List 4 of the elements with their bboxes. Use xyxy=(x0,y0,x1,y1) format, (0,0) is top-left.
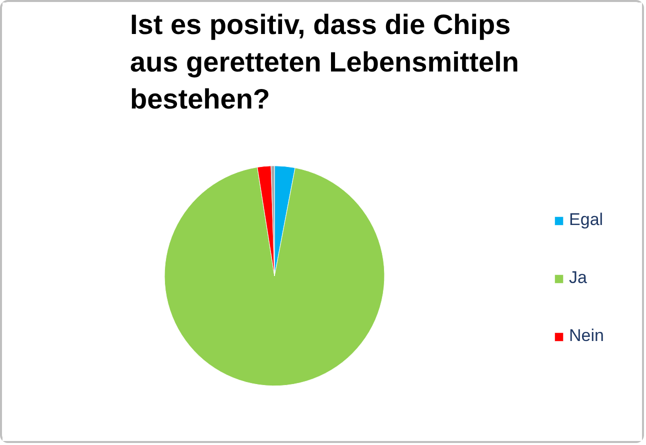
legend-label: Ja xyxy=(569,268,588,288)
legend-label: Egal xyxy=(569,210,604,230)
legend-label: Nein xyxy=(569,326,604,346)
chart-title: Ist es positiv, dass die Chips aus geretteten Lebensmitteln bestehen? xyxy=(130,9,519,114)
